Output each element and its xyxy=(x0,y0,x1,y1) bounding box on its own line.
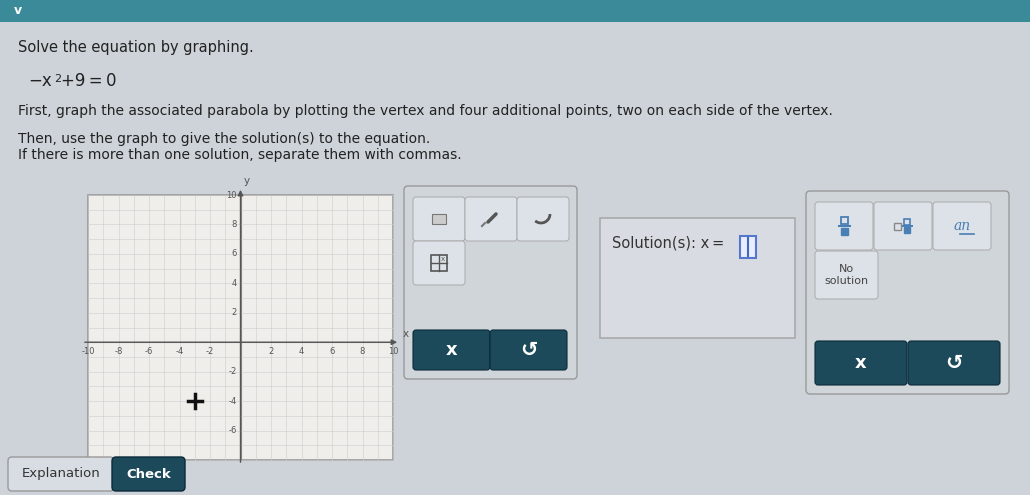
FancyBboxPatch shape xyxy=(413,241,465,285)
FancyBboxPatch shape xyxy=(413,197,465,241)
FancyBboxPatch shape xyxy=(465,197,517,241)
Text: x: x xyxy=(403,329,409,339)
Text: 4: 4 xyxy=(299,347,304,356)
FancyBboxPatch shape xyxy=(404,186,577,379)
Text: x: x xyxy=(441,256,445,262)
Text: 6: 6 xyxy=(330,347,335,356)
Text: 4: 4 xyxy=(232,279,237,288)
Text: ↺: ↺ xyxy=(520,340,538,360)
Text: +9 = 0: +9 = 0 xyxy=(61,72,116,90)
Text: Then, use the graph to give the solution(s) to the equation.: Then, use the graph to give the solution… xyxy=(18,132,431,146)
Text: Explanation: Explanation xyxy=(22,467,100,481)
Text: -6: -6 xyxy=(228,426,237,435)
Text: Solve the equation by graphing.: Solve the equation by graphing. xyxy=(18,40,253,55)
Text: -6: -6 xyxy=(145,347,153,356)
Text: 6: 6 xyxy=(231,249,237,258)
Text: If there is more than one solution, separate them with commas.: If there is more than one solution, sepa… xyxy=(18,148,461,162)
Text: 2: 2 xyxy=(269,347,274,356)
FancyBboxPatch shape xyxy=(88,195,393,460)
FancyBboxPatch shape xyxy=(908,341,1000,385)
Text: v: v xyxy=(14,4,22,17)
FancyBboxPatch shape xyxy=(517,197,569,241)
Text: −x: −x xyxy=(28,72,52,90)
Text: 2: 2 xyxy=(232,308,237,317)
Text: 8: 8 xyxy=(231,220,237,229)
FancyBboxPatch shape xyxy=(874,202,932,250)
Text: 8: 8 xyxy=(359,347,366,356)
Text: 10: 10 xyxy=(226,191,237,199)
FancyBboxPatch shape xyxy=(432,214,446,224)
Text: x: x xyxy=(446,341,457,359)
FancyBboxPatch shape xyxy=(933,202,991,250)
FancyBboxPatch shape xyxy=(740,236,756,258)
Text: 10: 10 xyxy=(387,347,399,356)
Text: -10: -10 xyxy=(81,347,95,356)
FancyBboxPatch shape xyxy=(600,218,795,338)
FancyBboxPatch shape xyxy=(904,227,909,233)
Text: Check: Check xyxy=(126,467,171,481)
Text: -2: -2 xyxy=(229,367,237,376)
FancyBboxPatch shape xyxy=(815,251,878,299)
Text: an: an xyxy=(954,219,970,233)
Text: -8: -8 xyxy=(114,347,123,356)
Text: ↺: ↺ xyxy=(946,353,963,373)
Text: y: y xyxy=(243,176,249,186)
Text: First, graph the associated parabola by plotting the vertex and four additional : First, graph the associated parabola by … xyxy=(18,104,833,118)
Text: -4: -4 xyxy=(175,347,183,356)
Text: -4: -4 xyxy=(229,396,237,405)
Text: Solution(s): x =: Solution(s): x = xyxy=(612,236,724,251)
Text: -2: -2 xyxy=(206,347,214,356)
FancyBboxPatch shape xyxy=(815,202,873,250)
FancyBboxPatch shape xyxy=(840,228,848,235)
Text: No
solution: No solution xyxy=(824,264,868,286)
FancyBboxPatch shape xyxy=(413,330,490,370)
FancyBboxPatch shape xyxy=(806,191,1009,394)
FancyBboxPatch shape xyxy=(815,341,907,385)
FancyBboxPatch shape xyxy=(0,0,1030,22)
Text: x: x xyxy=(855,354,867,372)
FancyBboxPatch shape xyxy=(8,457,114,491)
Text: 2: 2 xyxy=(54,74,61,84)
FancyBboxPatch shape xyxy=(490,330,566,370)
FancyBboxPatch shape xyxy=(112,457,185,491)
